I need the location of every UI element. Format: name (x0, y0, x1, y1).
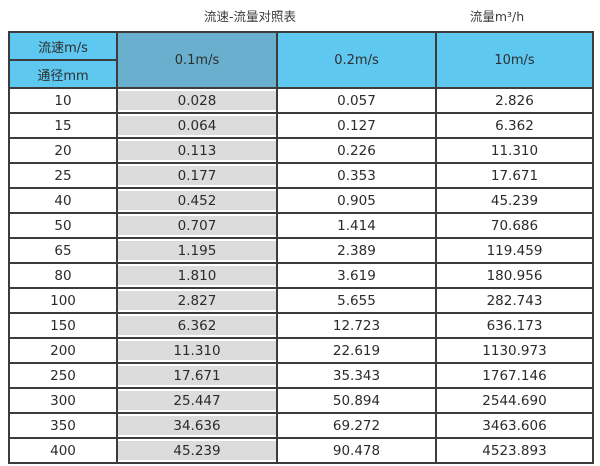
table-title: 流速-流量对照表 (203, 9, 296, 24)
table-row: 15 0.064 0.127 6.362 (8, 112, 594, 139)
table-row: 50 0.707 1.414 70.686 (8, 212, 594, 239)
cell-flow-0.1ms: 0.707 (116, 212, 278, 239)
table-row: 65 1.195 2.389 119.459 (8, 237, 594, 264)
corner-velocity-label: 流速m/s (8, 31, 118, 61)
cell-diameter: 50 (8, 212, 118, 239)
cell-flow-10ms: 4523.893 (435, 437, 594, 464)
cell-flow-0.1ms: 0.064 (116, 112, 278, 139)
cell-diameter: 40 (8, 187, 118, 214)
cell-flow-10ms: 45.239 (435, 187, 594, 214)
header-col-10ms: 10m/s (435, 31, 594, 89)
cell-flow-10ms: 1767.146 (435, 362, 594, 389)
table-row: 80 1.810 3.619 180.956 (8, 262, 594, 289)
cell-flow-0.1ms: 25.447 (116, 387, 278, 414)
cell-diameter: 80 (8, 262, 118, 289)
cell-flow-0.2ms: 5.655 (276, 287, 437, 314)
cell-flow-0.1ms: 1.810 (116, 262, 278, 289)
cell-flow-0.2ms: 0.905 (276, 187, 437, 214)
cell-flow-0.2ms: 0.057 (276, 87, 437, 114)
table-row: 25 0.177 0.353 17.671 (8, 162, 594, 189)
cell-flow-10ms: 70.686 (435, 212, 594, 239)
cell-flow-10ms: 3463.606 (435, 412, 594, 439)
table-row: 10 0.028 0.057 2.826 (8, 87, 594, 114)
cell-flow-10ms: 6.362 (435, 112, 594, 139)
table-row: 100 2.827 5.655 282.743 (8, 287, 594, 314)
cell-flow-0.1ms: 45.239 (116, 437, 278, 464)
cell-flow-0.1ms: 0.113 (116, 137, 278, 164)
cell-flow-10ms: 180.956 (435, 262, 594, 289)
cell-flow-0.2ms: 22.619 (276, 337, 437, 364)
cell-flow-0.1ms: 6.362 (116, 312, 278, 339)
table-row: 200 11.310 22.619 1130.973 (8, 337, 594, 364)
cell-flow-0.1ms: 1.195 (116, 237, 278, 264)
cell-flow-10ms: 11.310 (435, 137, 594, 164)
cell-flow-0.2ms: 2.389 (276, 237, 437, 264)
cell-flow-0.2ms: 0.127 (276, 112, 437, 139)
cell-diameter: 350 (8, 412, 118, 439)
header-col-0.2ms: 0.2m/s (276, 31, 437, 89)
cell-diameter: 25 (8, 162, 118, 189)
cell-flow-0.2ms: 1.414 (276, 212, 437, 239)
header-row-bottom: 通径mm (8, 59, 593, 89)
table-row: 250 17.671 35.343 1767.146 (8, 362, 594, 389)
cell-diameter: 15 (8, 112, 118, 139)
cell-diameter: 20 (8, 137, 118, 164)
table-header: 流速m/s 0.1m/s 0.2m/s 10m/s 通径mm (8, 31, 594, 89)
table-row: 20 0.113 0.226 11.310 (8, 137, 594, 164)
cell-diameter: 10 (8, 87, 118, 114)
cell-flow-0.1ms: 0.028 (116, 87, 278, 114)
cell-flow-10ms: 119.459 (435, 237, 594, 264)
cell-diameter: 65 (8, 237, 118, 264)
cell-flow-0.2ms: 0.226 (276, 137, 437, 164)
cell-flow-10ms: 282.743 (435, 287, 594, 314)
cell-flow-0.2ms: 3.619 (276, 262, 437, 289)
table-row: 40 0.452 0.905 45.239 (8, 187, 594, 214)
cell-diameter: 100 (8, 287, 118, 314)
cell-diameter: 300 (8, 387, 118, 414)
cell-flow-0.2ms: 35.343 (276, 362, 437, 389)
cell-flow-0.2ms: 69.272 (276, 412, 437, 439)
cell-flow-10ms: 2544.690 (435, 387, 594, 414)
flow-unit-label: 流量m³/h (469, 9, 525, 24)
cell-flow-0.1ms: 0.452 (116, 187, 278, 214)
cell-flow-0.1ms: 17.671 (116, 362, 278, 389)
cell-flow-0.1ms: 0.177 (116, 162, 278, 189)
corner-diameter-label: 通径mm (8, 59, 118, 89)
flow-rate-table: 流速m/s 0.1m/s 0.2m/s 10m/s 通径mm 10 0.028 0.… (8, 31, 594, 464)
cell-flow-0.2ms: 0.353 (276, 162, 437, 189)
table-row: 350 34.636 69.272 3463.606 (8, 412, 594, 439)
table-row: 400 45.239 90.478 4523.893 (8, 437, 594, 464)
cell-diameter: 150 (8, 312, 118, 339)
titlebar: 流速-流量对照表 流量m³/h (0, 0, 600, 31)
cell-diameter: 200 (8, 337, 118, 364)
cell-flow-0.1ms: 11.310 (116, 337, 278, 364)
cell-diameter: 400 (8, 437, 118, 464)
header-row-top: 流速m/s 0.1m/s 0.2m/s 10m/s (8, 31, 594, 89)
cell-flow-0.1ms: 34.636 (116, 412, 278, 439)
cell-flow-0.1ms: 2.827 (116, 287, 278, 314)
cell-diameter: 250 (8, 362, 118, 389)
cell-flow-10ms: 636.173 (435, 312, 594, 339)
cell-flow-0.2ms: 12.723 (276, 312, 437, 339)
table-body: 10 0.028 0.057 2.826 15 0.064 0.127 6.362 20 0.11… (8, 87, 594, 464)
cell-flow-10ms: 1130.973 (435, 337, 594, 364)
cell-flow-10ms: 2.826 (435, 87, 594, 114)
cell-flow-10ms: 17.671 (435, 162, 594, 189)
header-col-0.1ms: 0.1m/s (116, 31, 278, 89)
cell-flow-0.2ms: 50.894 (276, 387, 437, 414)
table-row: 300 25.447 50.894 2544.690 (8, 387, 594, 414)
cell-flow-0.2ms: 90.478 (276, 437, 437, 464)
table-row: 150 6.362 12.723 636.173 (8, 312, 594, 339)
